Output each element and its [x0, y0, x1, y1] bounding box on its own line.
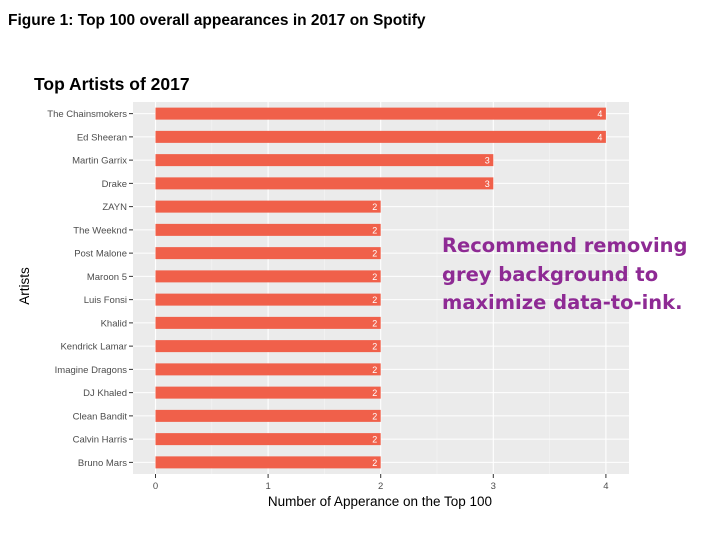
category-label: ZAYN	[102, 202, 127, 213]
bar-value-label: 4	[597, 109, 602, 119]
chart-title: Top Artists of 2017	[34, 74, 190, 94]
category-label: Martin Garrix	[72, 156, 127, 167]
bar	[155, 386, 381, 399]
y-axis-label: Artists	[17, 267, 32, 305]
bar	[155, 293, 381, 306]
bar	[155, 363, 381, 376]
bar-value-label: 4	[597, 132, 602, 142]
category-label: The Chainsmokers	[47, 109, 127, 120]
x-axis-label: Number of Apperance on the Top 100	[268, 494, 492, 509]
category-label: Bruno Mars	[78, 458, 127, 469]
figure-caption: Figure 1: Top 100 overall appearances in…	[8, 12, 426, 29]
bar-value-label: 2	[372, 225, 377, 235]
annotation-note: Recommend removing grey background to ma…	[442, 232, 687, 318]
category-label: DJ Khaled	[83, 388, 127, 399]
bar	[155, 433, 381, 446]
bar	[155, 340, 381, 353]
bar-value-label: 3	[485, 179, 490, 189]
category-label: Post Malone	[74, 249, 127, 260]
bar	[155, 130, 606, 143]
bar-value-label: 2	[372, 388, 377, 398]
bar	[155, 247, 381, 260]
annotation-line: grey background to	[442, 262, 659, 286]
bar	[155, 154, 494, 167]
bar-value-label: 2	[372, 202, 377, 212]
bar-value-label: 2	[372, 411, 377, 421]
x-tick-label: 3	[491, 481, 496, 492]
bar-value-label: 2	[372, 295, 377, 305]
category-label: Luis Fonsi	[84, 295, 127, 306]
bar-value-label: 2	[372, 342, 377, 352]
category-label: Imagine Dragons	[55, 365, 128, 376]
x-tick-label: 0	[153, 481, 158, 492]
bar	[155, 223, 381, 236]
category-label: Maroon 5	[87, 272, 127, 283]
category-label: Calvin Harris	[73, 435, 128, 446]
bar-value-label: 2	[372, 272, 377, 282]
bar	[155, 200, 381, 213]
category-label: Khalid	[101, 318, 127, 329]
bar	[155, 107, 606, 120]
bar-value-label: 2	[372, 365, 377, 375]
category-label: Ed Sheeran	[77, 132, 127, 143]
x-tick-label: 1	[265, 481, 270, 492]
bar	[155, 409, 381, 422]
bar	[155, 456, 381, 469]
bar-value-label: 2	[372, 249, 377, 259]
annotation-line: maximize data-to-ink.	[442, 291, 683, 314]
category-label: Kendrick Lamar	[60, 342, 127, 353]
category-label: Drake	[102, 179, 127, 190]
annotation-line: Recommend removing	[442, 234, 688, 257]
x-tick-label: 4	[603, 481, 608, 492]
bar-value-label: 2	[372, 435, 377, 445]
category-label: Clean Bandit	[73, 411, 128, 422]
bar	[155, 316, 381, 329]
bar-value-label: 2	[372, 458, 377, 468]
category-label: The Weeknd	[73, 225, 127, 236]
bar-value-label: 3	[485, 156, 490, 166]
bar	[155, 270, 381, 283]
bar	[155, 177, 494, 190]
bar-value-label: 2	[372, 318, 377, 328]
x-tick-label: 2	[378, 481, 383, 492]
